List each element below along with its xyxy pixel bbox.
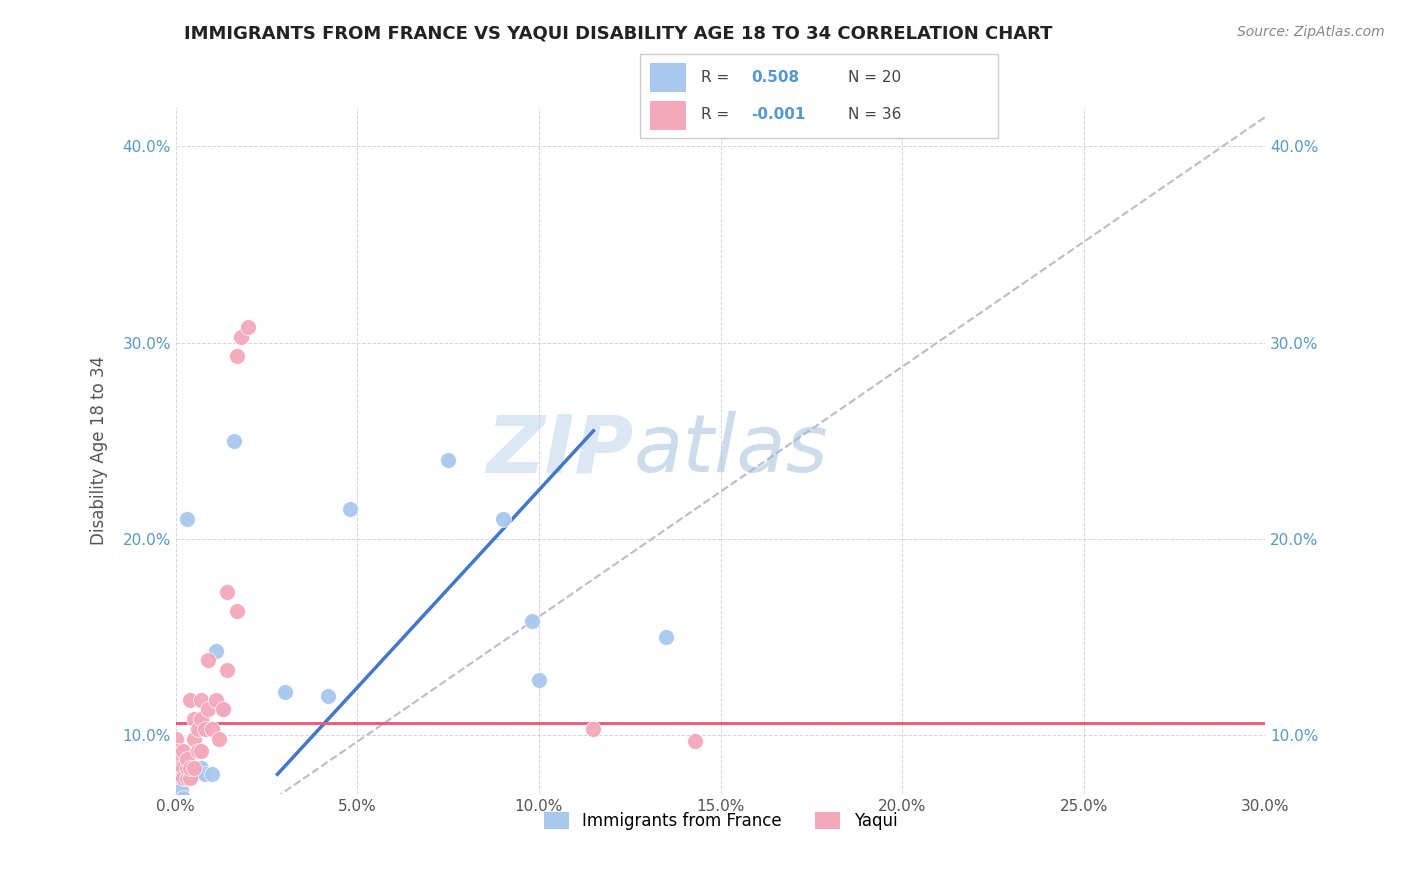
- Bar: [651, 62, 686, 92]
- Point: [176, 761, 198, 775]
- Point: [179, 771, 201, 785]
- Point: [212, 702, 235, 716]
- Legend: Immigrants from France, Yaqui: Immigrants from France, Yaqui: [537, 805, 904, 837]
- Point: [170, 783, 193, 797]
- Point: [169, 771, 191, 785]
- Point: [201, 767, 224, 781]
- Point: [169, 761, 191, 775]
- Point: [226, 349, 249, 363]
- Text: R =: R =: [700, 70, 734, 85]
- Point: [527, 673, 550, 687]
- Point: [212, 702, 235, 716]
- Point: [186, 744, 209, 758]
- Point: [201, 722, 224, 736]
- Text: Source: ZipAtlas.com: Source: ZipAtlas.com: [1237, 25, 1385, 39]
- Text: atlas: atlas: [633, 411, 828, 490]
- Point: [172, 790, 194, 805]
- Point: [655, 630, 678, 644]
- Point: [222, 434, 245, 448]
- Point: [183, 731, 205, 746]
- Point: [190, 744, 212, 758]
- Point: [204, 643, 226, 657]
- Point: [176, 512, 198, 526]
- Point: [582, 722, 605, 736]
- Point: [492, 512, 515, 526]
- Point: [274, 685, 297, 699]
- Point: [172, 744, 194, 758]
- Bar: [651, 101, 686, 130]
- Point: [190, 712, 212, 726]
- Point: [683, 734, 706, 748]
- Point: [183, 767, 205, 781]
- Point: [226, 604, 249, 618]
- Text: N = 20: N = 20: [848, 70, 901, 85]
- Point: [197, 702, 219, 716]
- Text: -0.001: -0.001: [751, 107, 806, 122]
- Point: [165, 731, 187, 746]
- Point: [215, 584, 238, 599]
- Point: [176, 771, 198, 785]
- Point: [186, 722, 209, 736]
- Point: [197, 653, 219, 667]
- Point: [215, 663, 238, 677]
- Point: [172, 761, 194, 775]
- Point: [231, 329, 253, 343]
- Point: [183, 712, 205, 726]
- Text: N = 36: N = 36: [848, 107, 901, 122]
- Point: [318, 689, 340, 703]
- Text: ZIP: ZIP: [486, 411, 633, 490]
- Point: [172, 771, 194, 785]
- Point: [520, 614, 543, 628]
- Point: [208, 731, 231, 746]
- Text: R =: R =: [700, 107, 734, 122]
- Point: [183, 761, 205, 775]
- Point: [176, 751, 198, 765]
- Y-axis label: Disability Age 18 to 34: Disability Age 18 to 34: [90, 356, 108, 545]
- Point: [179, 761, 201, 775]
- Text: 0.508: 0.508: [751, 70, 799, 85]
- Point: [179, 692, 201, 706]
- Point: [204, 692, 226, 706]
- Point: [190, 692, 212, 706]
- Point: [190, 761, 212, 775]
- Point: [339, 502, 361, 516]
- Point: [437, 453, 460, 467]
- Text: IMMIGRANTS FROM FRANCE VS YAQUI DISABILITY AGE 18 TO 34 CORRELATION CHART: IMMIGRANTS FROM FRANCE VS YAQUI DISABILI…: [184, 25, 1053, 43]
- Point: [166, 744, 188, 758]
- Point: [169, 751, 191, 765]
- FancyBboxPatch shape: [640, 54, 998, 138]
- Point: [166, 764, 188, 778]
- Point: [194, 767, 217, 781]
- Point: [238, 319, 260, 334]
- Point: [194, 722, 217, 736]
